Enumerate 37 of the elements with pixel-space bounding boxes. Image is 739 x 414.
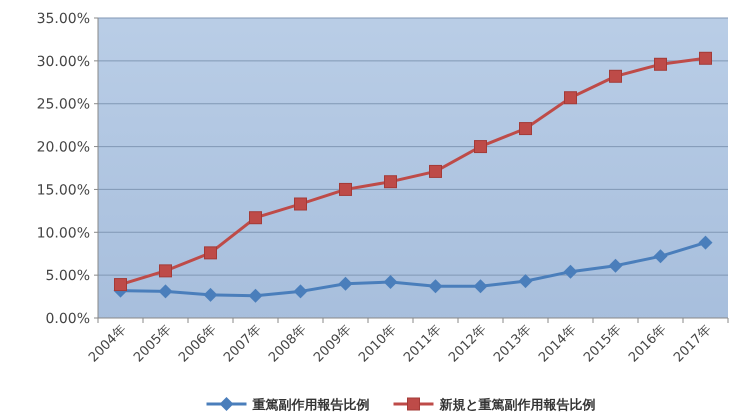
point <box>518 274 532 288</box>
point <box>428 279 442 294</box>
y-tick-label: 15.00% <box>36 182 90 198</box>
point <box>114 278 127 292</box>
point <box>384 175 397 188</box>
point <box>204 288 218 302</box>
point <box>698 236 712 250</box>
point <box>338 276 352 291</box>
point <box>248 288 262 303</box>
point <box>384 275 398 289</box>
point <box>294 284 308 298</box>
point <box>204 246 217 260</box>
point <box>519 122 532 136</box>
legend-label: 新規と重篤副作用報告比例 <box>438 397 596 413</box>
y-tick-label: 5.00% <box>46 268 90 284</box>
point <box>339 182 352 196</box>
point <box>699 52 712 65</box>
point <box>608 258 622 273</box>
point <box>294 198 307 210</box>
y-tick-label: 10.00% <box>36 225 90 242</box>
point <box>474 140 487 154</box>
y-tick-label: 25.00% <box>36 96 90 113</box>
point <box>429 164 442 178</box>
point <box>609 70 622 83</box>
point <box>564 264 578 279</box>
legend-label: 重篤副作用報告比例 <box>252 397 370 413</box>
y-tick-label: 20.00% <box>36 140 90 156</box>
point <box>654 249 668 264</box>
point <box>474 279 488 294</box>
y-tick-label: 30.00% <box>36 54 90 70</box>
point <box>159 264 172 278</box>
y-tick-label: 0.00% <box>46 311 90 327</box>
point <box>158 284 172 298</box>
point <box>654 58 667 71</box>
y-tick-label: 35.00% <box>36 11 90 27</box>
point <box>564 91 577 104</box>
point <box>249 211 262 224</box>
